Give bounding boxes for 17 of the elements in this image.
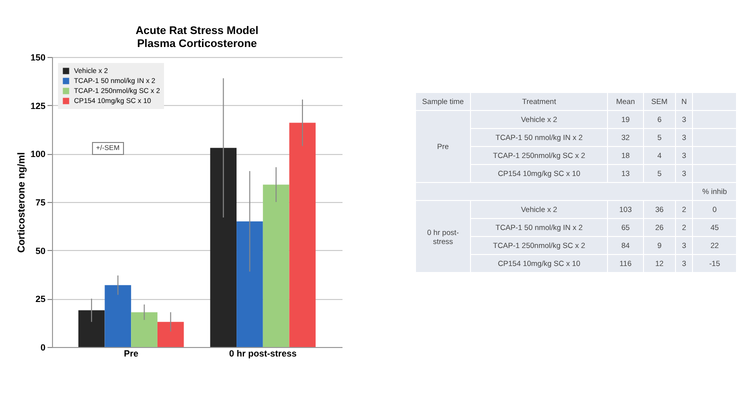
bar bbox=[262, 184, 290, 347]
bar bbox=[289, 122, 316, 347]
y-tick-label: 100 bbox=[30, 149, 46, 160]
bar bbox=[131, 312, 158, 347]
y-tick-label: 125 bbox=[30, 100, 46, 111]
y-tick-label: 0 bbox=[40, 342, 46, 352]
y-axis-title: Corticosterone ng/ml bbox=[16, 152, 28, 253]
y-tick-label: 50 bbox=[35, 246, 46, 256]
y-tick-label: 25 bbox=[35, 294, 46, 304]
bar bbox=[157, 322, 184, 347]
y-tick-label: 150 bbox=[30, 52, 46, 62]
bar bbox=[236, 221, 263, 347]
y-tick-label: 75 bbox=[35, 198, 46, 208]
chart-title: Acute Rat Stress Model Plasma Corticosterone bbox=[136, 25, 258, 50]
bar bbox=[104, 285, 132, 347]
bar bbox=[210, 148, 237, 347]
bar bbox=[78, 310, 105, 347]
